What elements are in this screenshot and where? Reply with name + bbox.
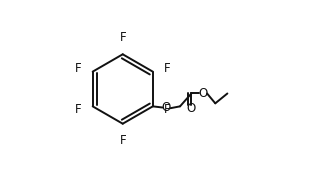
Text: O: O [162,101,171,114]
Text: F: F [119,31,126,44]
Text: F: F [75,62,82,75]
Text: F: F [164,62,170,75]
Text: F: F [119,134,126,147]
Text: O: O [199,87,208,100]
Text: F: F [75,103,82,116]
Text: O: O [187,102,196,115]
Text: F: F [164,103,170,116]
